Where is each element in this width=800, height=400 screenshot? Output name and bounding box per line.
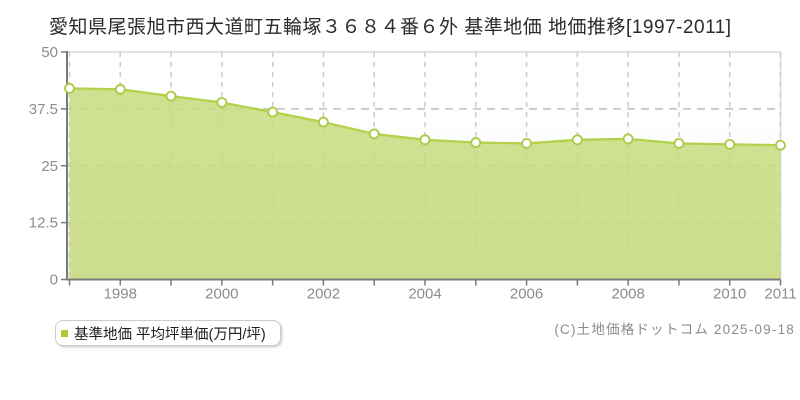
legend-swatch-icon bbox=[61, 329, 68, 337]
svg-text:25: 25 bbox=[41, 158, 58, 175]
svg-text:2010: 2010 bbox=[713, 286, 746, 303]
legend-box: 基準地価 平均坪単価(万円/坪) bbox=[55, 320, 281, 346]
copyright-text: (C)土地価格ドットコム 2025-09-18 bbox=[554, 322, 795, 337]
svg-text:1998: 1998 bbox=[104, 286, 137, 303]
legend-label: 基準地価 平均坪単価(万円/坪) bbox=[74, 326, 266, 343]
svg-text:12.5: 12.5 bbox=[29, 215, 58, 232]
chart-title: 愛知県尾張旭市西大道町五輪塚３６８４番６外 基準地価 地価推移[1997-201… bbox=[49, 17, 732, 38]
svg-text:2008: 2008 bbox=[611, 286, 644, 303]
svg-text:2011: 2011 bbox=[764, 286, 796, 303]
svg-text:2000: 2000 bbox=[205, 286, 238, 303]
svg-text:37.5: 37.5 bbox=[29, 101, 58, 118]
svg-text:2002: 2002 bbox=[307, 286, 340, 303]
svg-text:50: 50 bbox=[41, 44, 58, 61]
svg-text:2006: 2006 bbox=[510, 286, 543, 303]
svg-text:2004: 2004 bbox=[408, 286, 441, 303]
svg-text:0: 0 bbox=[50, 272, 58, 289]
